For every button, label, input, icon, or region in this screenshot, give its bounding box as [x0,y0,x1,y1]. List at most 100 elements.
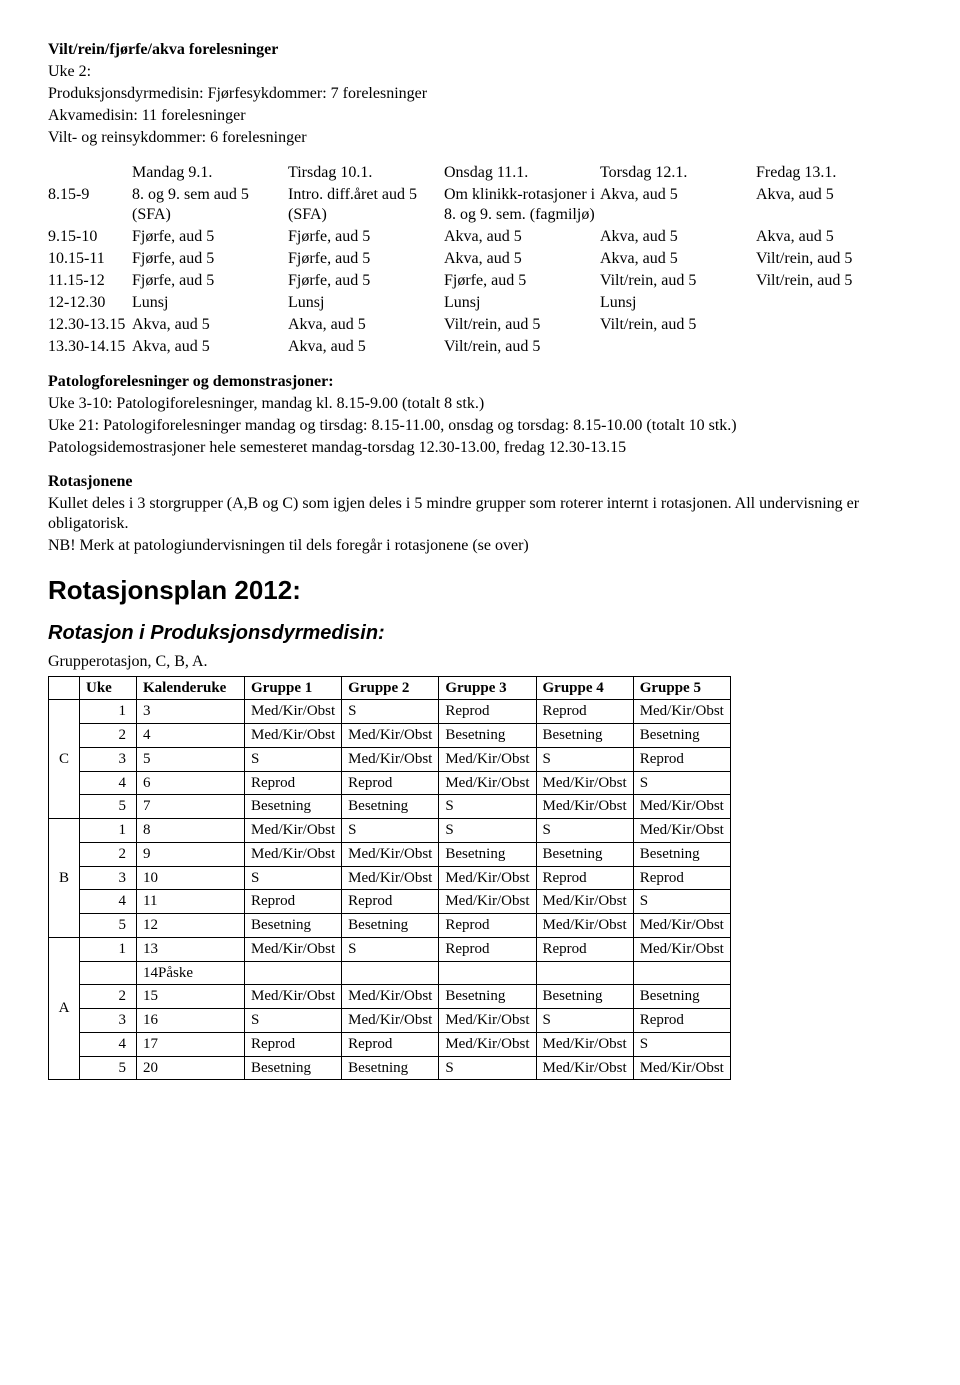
rotation-cell: 4 [137,724,245,748]
rotation-cell: 4 [80,771,137,795]
rotation-cell: Med/Kir/Obst [536,771,633,795]
rotation-cell: Reprod [342,771,439,795]
schedule-cell: Akva, aud 5 [756,184,912,226]
schedule-row: Mandag 9.1.Tirsdag 10.1.Onsdag 11.1.Tors… [48,162,912,184]
rotation-cell: Med/Kir/Obst [342,1009,439,1033]
schedule-cell: Fjørfe, aud 5 [444,270,600,292]
schedule-cell: Lunsj [132,292,288,314]
schedule-time-cell [48,162,132,184]
rotasjonene-block: Rotasjonene Kullet deles i 3 storgrupper… [48,472,912,556]
rotation-cell: Med/Kir/Obst [536,795,633,819]
rotplan-subline: Grupperotasjon, C, B, A. [48,652,912,672]
rotation-cell: 20 [137,1056,245,1080]
schedule-row: 12.30-13.15Akva, aud 5Akva, aud 5Vilt/re… [48,314,912,336]
schedule-cell: Lunsj [600,292,756,314]
rotation-cell: Med/Kir/Obst [342,985,439,1009]
rotasjonene-line: NB! Merk at patologiundervisningen til d… [48,536,912,556]
rotation-cell: Besetning [439,724,536,748]
rotation-cell: 5 [137,747,245,771]
rotation-cell: Med/Kir/Obst [245,700,342,724]
rotation-cell: Med/Kir/Obst [633,795,730,819]
rotation-cell: Med/Kir/Obst [439,771,536,795]
header-line: Akvamedisin: 11 forelesninger [48,106,912,126]
rotation-header-cell: Gruppe 3 [439,676,536,700]
rotation-cell: 2 [80,842,137,866]
rotation-cell: 3 [80,866,137,890]
rotation-cell: Besetning [536,985,633,1009]
rotation-cell: Reprod [439,700,536,724]
rotation-cell: Med/Kir/Obst [439,747,536,771]
rotation-cell: 1 [80,819,137,843]
rotation-cell [80,961,137,985]
rotation-cell: Med/Kir/Obst [633,937,730,961]
patolog-line: Patologsidemostrasjoner hele semesteret … [48,438,912,458]
rotation-cell: Med/Kir/Obst [439,866,536,890]
rotation-cell: 10 [137,866,245,890]
rotation-row: 29Med/Kir/ObstMed/Kir/ObstBesetningBeset… [49,842,731,866]
rotation-header-cell: Uke [80,676,137,700]
rotation-cell: 5 [80,1056,137,1080]
rotation-cell: S [342,937,439,961]
rotation-row: B18Med/Kir/ObstSSSMed/Kir/Obst [49,819,731,843]
rotation-row: 57BesetningBesetningSMed/Kir/ObstMed/Kir… [49,795,731,819]
schedule-cell: Vilt/rein, aud 5 [444,314,600,336]
rotation-header-cell: Gruppe 5 [633,676,730,700]
rotation-row: 35SMed/Kir/ObstMed/Kir/ObstSReprod [49,747,731,771]
schedule-row: 8.15-98. og 9. sem aud 5 (SFA)Intro. dif… [48,184,912,226]
rotation-cell: 5 [80,795,137,819]
rotation-cell: 1 [80,937,137,961]
rotation-header-cell: Kalenderuke [137,676,245,700]
schedule-cell: Fjørfe, aud 5 [132,248,288,270]
rotation-cell: Med/Kir/Obst [342,724,439,748]
schedule-row: 13.30-14.15Akva, aud 5Akva, aud 5Vilt/re… [48,336,912,358]
rotation-cell: Besetning [245,1056,342,1080]
schedule-cell: Akva, aud 5 [132,314,288,336]
schedule-cell [756,314,912,336]
rotation-row: 417ReprodReprodMed/Kir/ObstMed/Kir/ObstS [49,1032,731,1056]
rotation-cell: Med/Kir/Obst [245,842,342,866]
rotation-cell: 8 [137,819,245,843]
rotation-row: 24Med/Kir/ObstMed/Kir/ObstBesetningBeset… [49,724,731,748]
rotation-row: 14Påske [49,961,731,985]
rotation-cell: Med/Kir/Obst [342,747,439,771]
schedule-cell: Vilt/rein, aud 5 [756,248,912,270]
rotasjonene-title: Rotasjonene [48,472,912,492]
rotation-cell: 5 [80,914,137,938]
rotation-cell: Med/Kir/Obst [245,724,342,748]
rotation-cell: Besetning [439,985,536,1009]
rotation-cell: 1 [80,700,137,724]
header-line: Vilt- og reinsykdommer: 6 forelesninger [48,128,912,148]
rotation-header-cell [49,676,80,700]
rotation-cell: Besetning [439,842,536,866]
schedule-cell: Akva, aud 5 [288,336,444,358]
schedule-cell [756,292,912,314]
rotation-cell: Med/Kir/Obst [536,1056,633,1080]
rotation-row: 512BesetningBesetningReprodMed/Kir/ObstM… [49,914,731,938]
rotation-cell: Med/Kir/Obst [245,937,342,961]
rotation-cell: 4 [80,1032,137,1056]
schedule-cell: Fjørfe, aud 5 [132,226,288,248]
rotation-cell: 3 [80,1009,137,1033]
schedule-cell: Akva, aud 5 [756,226,912,248]
rotation-cell: S [342,700,439,724]
header-lines: Uke 2: Produksjonsdyrmedisin: Fjørfesykd… [48,62,912,148]
rotation-cell [245,961,342,985]
rotation-cell: 15 [137,985,245,1009]
rotation-cell: 12 [137,914,245,938]
rotation-cell: 3 [80,747,137,771]
rotation-row: A113Med/Kir/ObstSReprodReprodMed/Kir/Obs… [49,937,731,961]
rotation-cell: Med/Kir/Obst [245,819,342,843]
rotation-cell [536,961,633,985]
rotation-cell: Reprod [245,890,342,914]
rotation-cell: Med/Kir/Obst [633,819,730,843]
schedule-time-cell: 8.15-9 [48,184,132,226]
schedule-row: 12-12.30LunsjLunsjLunsjLunsj [48,292,912,314]
rotation-cell: S [342,819,439,843]
rotation-cell: S [439,819,536,843]
schedule-cell: Fjørfe, aud 5 [132,270,288,292]
rotation-cell: Besetning [245,914,342,938]
rotation-cell: Besetning [633,842,730,866]
rotation-cell: 17 [137,1032,245,1056]
rotation-cell: S [633,771,730,795]
rotation-cell: Med/Kir/Obst [439,890,536,914]
